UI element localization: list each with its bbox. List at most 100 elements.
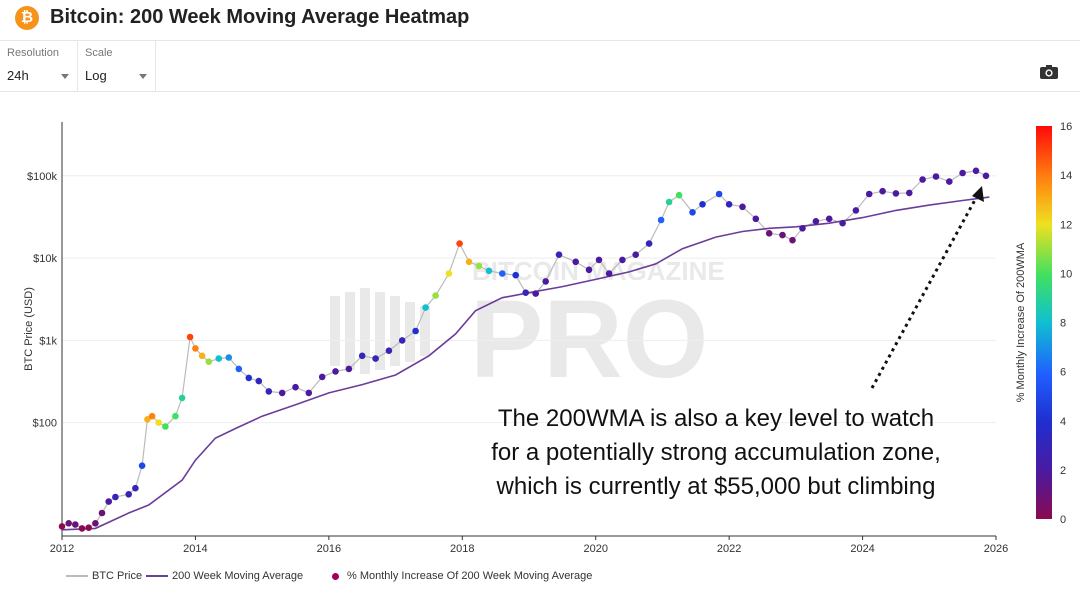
heatmap-point[interactable]: [318, 373, 326, 381]
heatmap-point[interactable]: [92, 520, 99, 527]
heatmap-point[interactable]: [532, 290, 539, 297]
heatmap-point[interactable]: [456, 240, 463, 247]
heatmap-point[interactable]: [305, 389, 313, 397]
heatmap-point[interactable]: [372, 355, 379, 362]
heatmap-point[interactable]: [432, 292, 439, 299]
heatmap-point[interactable]: [906, 189, 913, 197]
heatmap-point[interactable]: [445, 270, 453, 277]
heatmap-point[interactable]: [555, 251, 563, 258]
heatmap-point[interactable]: [715, 190, 723, 198]
heatmap-point[interactable]: [465, 258, 473, 266]
heatmap-point[interactable]: [144, 416, 151, 423]
legend-item-btc-price[interactable]: BTC Price: [66, 570, 142, 582]
heatmap-point[interactable]: [946, 178, 953, 185]
heatmap-point[interactable]: [699, 201, 706, 208]
heatmap-point[interactable]: [522, 289, 529, 296]
heatmap-point[interactable]: [198, 352, 206, 360]
camera-icon[interactable]: [1040, 65, 1058, 79]
heatmap-point[interactable]: [892, 190, 900, 197]
heatmap-point[interactable]: [132, 484, 139, 492]
heatmap-point[interactable]: [879, 187, 886, 195]
heatmap-point[interactable]: [148, 412, 156, 420]
heatmap-point[interactable]: [839, 219, 846, 227]
heatmap-point[interactable]: [542, 278, 549, 285]
heatmap-point[interactable]: [619, 256, 626, 264]
heatmap-point[interactable]: [765, 230, 773, 237]
heatmap-point[interactable]: [112, 493, 119, 501]
heatmap-point[interactable]: [138, 462, 146, 470]
heatmap-point[interactable]: [739, 203, 746, 211]
heatmap-point[interactable]: [215, 355, 223, 362]
heatmap-point[interactable]: [632, 251, 639, 258]
heatmap-point[interactable]: [972, 167, 980, 175]
colorbar-tick-label: 14: [1060, 170, 1072, 182]
heatmap-point[interactable]: [192, 345, 199, 352]
heatmap-point[interactable]: [982, 172, 990, 180]
heatmap-point[interactable]: [689, 209, 696, 216]
colorbar: [1036, 126, 1052, 519]
heatmap-points: [58, 167, 990, 532]
heatmap-point[interactable]: [292, 383, 299, 391]
heatmap-point[interactable]: [98, 509, 106, 517]
heatmap-point[interactable]: [225, 354, 233, 361]
heatmap-point[interactable]: [572, 258, 579, 266]
heatmap-point[interactable]: [665, 198, 673, 206]
heatmap-point[interactable]: [65, 520, 72, 527]
heatmap-point[interactable]: [85, 524, 92, 531]
heatmap-point[interactable]: [825, 215, 833, 223]
heatmap-point[interactable]: [675, 191, 683, 199]
heatmap-point[interactable]: [412, 327, 419, 335]
heatmap-point[interactable]: [499, 270, 506, 277]
heatmap-point[interactable]: [255, 377, 263, 385]
colorbar-ticks: 0 2 4 6 8 10 12 14 16: [1060, 121, 1072, 526]
heatmap-point[interactable]: [799, 225, 806, 232]
heatmap-point[interactable]: [398, 337, 406, 344]
heatmap-point[interactable]: [178, 394, 186, 402]
heatmap-point[interactable]: [245, 374, 253, 382]
heatmap-point[interactable]: [422, 304, 429, 311]
heatmap-point[interactable]: [605, 270, 613, 277]
heatmap-point[interactable]: [959, 169, 966, 177]
heatmap-point[interactable]: [919, 176, 926, 183]
heatmap-point[interactable]: [125, 491, 132, 498]
heatmap-point[interactable]: [725, 201, 733, 208]
heatmap-point[interactable]: [485, 267, 493, 275]
heatmap-point[interactable]: [585, 266, 593, 274]
heatmap-point[interactable]: [645, 240, 653, 247]
legend-item-monthly-increase[interactable]: % Monthly Increase Of 200 Week Moving Av…: [328, 570, 592, 582]
heatmap-point[interactable]: [865, 190, 873, 198]
colorbar-tick-label: 2: [1060, 465, 1066, 477]
x-axis-ticks: 2012 2014 2016 2018 2020 2022 2024 2026: [50, 536, 1008, 555]
heatmap-point[interactable]: [105, 498, 112, 505]
heatmap-point[interactable]: [155, 419, 162, 427]
heatmap-point[interactable]: [235, 365, 243, 373]
heatmap-point[interactable]: [162, 423, 169, 430]
heatmap-point[interactable]: [512, 271, 519, 279]
heatmap-point[interactable]: [78, 525, 86, 532]
annotation-line-1: The 200WMA is also a key level to watch: [498, 405, 934, 432]
resolution-select[interactable]: Resolution 24h: [0, 41, 78, 91]
heatmap-point[interactable]: [172, 412, 179, 420]
heatmap-point[interactable]: [186, 333, 194, 341]
scale-select[interactable]: Scale Log: [78, 41, 156, 91]
heatmap-point[interactable]: [385, 347, 393, 354]
heatmap-point[interactable]: [358, 352, 366, 360]
heatmap-point[interactable]: [657, 216, 665, 224]
heatmap-point[interactable]: [72, 521, 79, 528]
heatmap-point[interactable]: [205, 358, 213, 366]
heatmap-point[interactable]: [852, 207, 860, 214]
heatmap-point[interactable]: [265, 388, 273, 395]
heatmap-point[interactable]: [595, 256, 603, 264]
heatmap-point[interactable]: [789, 236, 796, 244]
heatmap-point[interactable]: [932, 173, 940, 180]
heatmap-point[interactable]: [345, 365, 353, 373]
heatmap-point[interactable]: [779, 231, 786, 239]
heatmap-point[interactable]: [752, 215, 760, 223]
heatmap-point[interactable]: [58, 523, 66, 530]
heatmap-point[interactable]: [332, 368, 339, 375]
heatmap-point[interactable]: [812, 218, 820, 225]
gridlines: [62, 175, 996, 424]
heatmap-point[interactable]: [278, 389, 286, 397]
heatmap-point[interactable]: [475, 262, 483, 270]
legend-item-wma[interactable]: 200 Week Moving Average: [146, 570, 303, 582]
